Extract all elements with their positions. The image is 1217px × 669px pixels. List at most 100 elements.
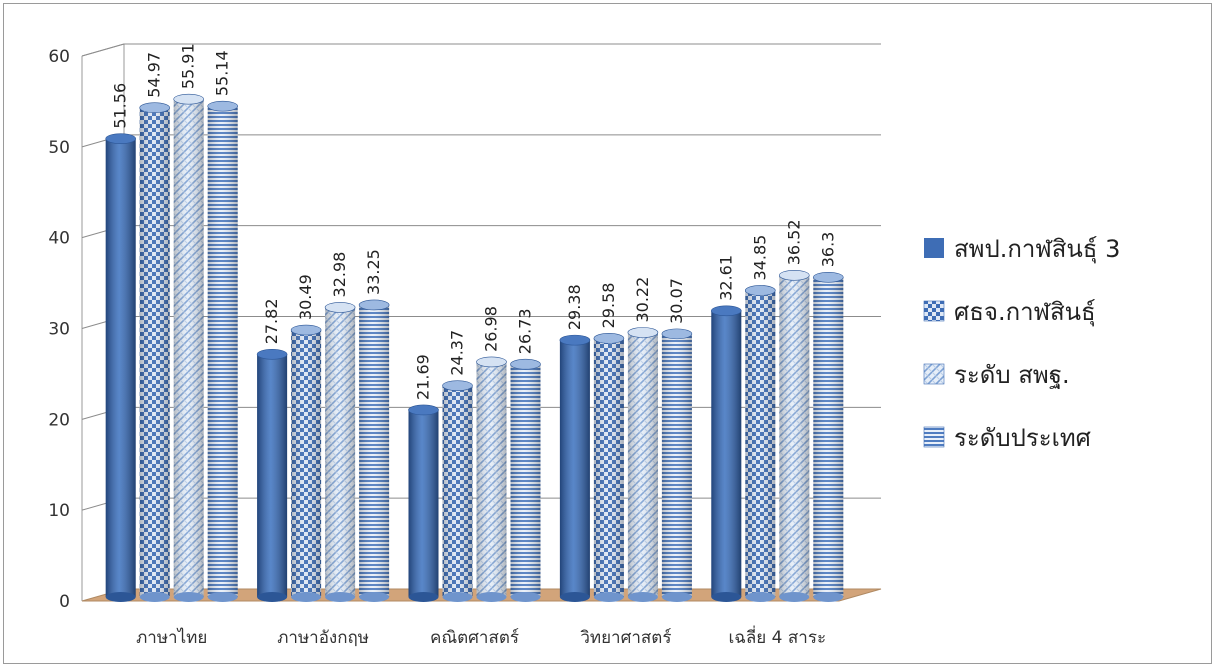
bar-shade — [173, 99, 204, 598]
legend-swatch — [923, 426, 945, 448]
bar-top — [559, 334, 591, 346]
bar-base — [476, 592, 507, 602]
bar-top — [627, 327, 659, 338]
data-label: 21.69 — [414, 354, 433, 400]
bar-shade — [711, 310, 742, 597]
legend-item: สพป.กาฬสินธุ์ 3 — [924, 235, 1120, 264]
bar — [290, 324, 322, 602]
bar-top — [290, 324, 322, 336]
legend-label: สพป.กาฬสินธุ์ 3 — [954, 235, 1120, 264]
data-label: 33.25 — [364, 249, 383, 295]
bar-shade — [745, 290, 776, 597]
x-tick-label: คณิตศาสตร์ — [430, 628, 519, 648]
data-label: 29.38 — [565, 284, 584, 330]
data-label: 51.56 — [111, 83, 130, 129]
bar — [442, 380, 473, 602]
bar-base — [173, 592, 204, 602]
bar-shade — [813, 277, 844, 597]
bar-shade — [291, 330, 322, 597]
data-label: 30.22 — [633, 277, 652, 323]
data-label: 27.82 — [262, 298, 281, 344]
bar-base — [627, 592, 658, 602]
bar-top — [442, 380, 473, 391]
data-label: 36.3 — [818, 232, 837, 268]
data-label: 34.85 — [750, 235, 769, 281]
bar-base — [139, 592, 170, 602]
bar-base — [593, 592, 624, 602]
bar-top — [593, 333, 625, 344]
bar-chart: 0 10 20 30 40 50 60 51.56 54.97 55.91 55.14 27.82 3… — [48, 43, 1120, 648]
bar-base — [745, 592, 776, 602]
data-label: 55.14 — [213, 50, 232, 96]
bar-top — [408, 404, 439, 416]
bar — [476, 356, 507, 602]
bars — [105, 93, 844, 602]
y-tick-label: 30 — [48, 320, 70, 340]
bar-top — [661, 328, 693, 340]
chart-frame: 0 10 20 30 40 50 60 51.56 54.97 55.91 55.14 27.82 3… — [3, 3, 1212, 664]
bar — [812, 271, 844, 602]
bar-top — [744, 285, 776, 296]
bar-shade — [627, 332, 658, 597]
bar — [139, 102, 170, 602]
y-tick-label: 10 — [48, 501, 70, 521]
bar — [661, 328, 693, 602]
legend-item: ระดับประเทศ — [923, 424, 1091, 452]
legend-label: ศธจ.กาฬสินธุ์ — [954, 298, 1096, 327]
data-label: 29.58 — [599, 283, 618, 329]
bar-base — [661, 592, 692, 602]
bar-base — [257, 592, 288, 602]
bar-top — [778, 269, 810, 281]
bar — [173, 93, 204, 602]
x-axis: ภาษาไทย ภาษาอังกฤษ คณิตศาสตร์ วิทยาศาสตร์ เฉ… — [136, 625, 826, 648]
data-label: 32.98 — [330, 252, 349, 298]
bar-top — [510, 358, 541, 370]
bar-shade — [779, 275, 810, 597]
data-label: 36.52 — [784, 219, 803, 265]
bar — [408, 404, 439, 602]
bar-base — [408, 592, 439, 602]
y-tick-label: 20 — [48, 410, 70, 430]
bar-shade — [408, 409, 439, 597]
bar-base — [105, 592, 136, 602]
bar — [358, 299, 390, 602]
x-tick-label: ภาษาอังกฤษ — [277, 628, 369, 648]
data-label: 32.61 — [716, 255, 735, 301]
legend-swatch — [924, 238, 944, 258]
bar-shade — [139, 107, 170, 598]
bar-shade — [359, 304, 390, 597]
data-label: 26.98 — [482, 306, 501, 352]
data-label: 30.07 — [667, 278, 686, 324]
bar-base — [559, 592, 590, 602]
legend: สพป.กาฬสินธุ์ 3 ศธจ.กาฬสินธุ์ระดับ สพฐ. ระ… — [923, 235, 1120, 452]
bar-shade — [661, 333, 692, 597]
bar-base — [442, 592, 473, 602]
bar-top — [476, 356, 507, 368]
bar-shade — [207, 106, 238, 598]
bar-top — [139, 102, 170, 113]
bar-shade — [476, 361, 507, 597]
bar-base — [510, 592, 541, 602]
bar-shade — [559, 340, 590, 597]
bar-top — [812, 271, 844, 283]
bar — [207, 100, 238, 602]
bar — [593, 333, 625, 602]
bar-base — [779, 592, 810, 602]
legend-swatch — [923, 363, 945, 385]
y-tick-label: 0 — [59, 592, 70, 612]
bar-top — [207, 100, 238, 112]
bar-base — [291, 592, 322, 602]
legend-swatch — [923, 300, 945, 322]
bar — [559, 334, 591, 602]
data-label: 26.73 — [516, 308, 535, 354]
bar-base — [813, 592, 844, 602]
bar-shade — [442, 385, 473, 597]
gridline — [81, 43, 881, 57]
x-tick-label: วิทยาศาสตร์ — [580, 628, 672, 648]
bar-top — [256, 349, 288, 360]
bar-shade — [510, 364, 541, 597]
bar-top — [105, 133, 136, 144]
x-tick-label: เฉลี่ย 4 สาระ — [729, 625, 827, 648]
bar-shade — [257, 354, 288, 597]
data-labels: 51.56 54.97 55.91 55.14 27.82 30.49 32.98 33.25… — [111, 43, 838, 400]
